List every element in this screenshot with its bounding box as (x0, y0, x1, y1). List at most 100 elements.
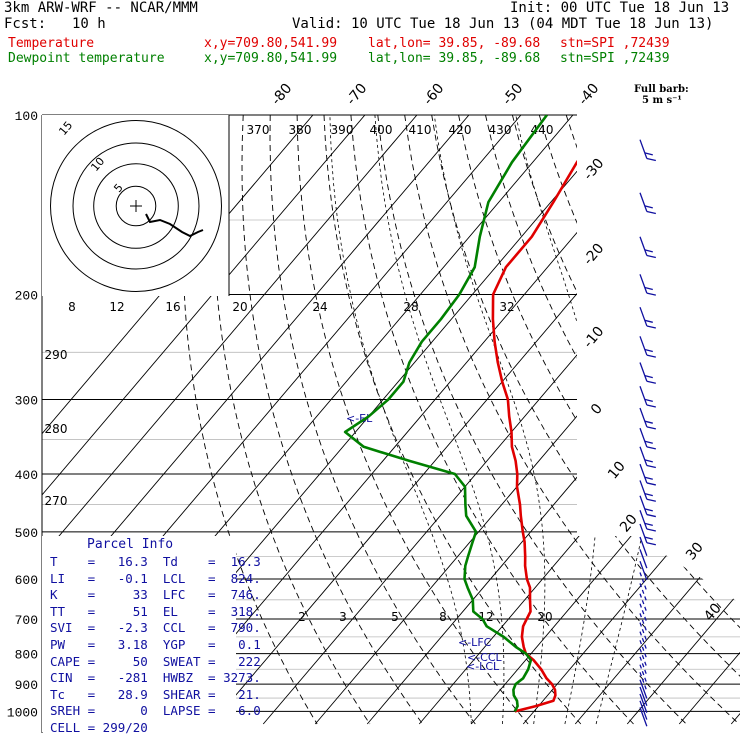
mixing-ratio-label-bot-3: 8 (439, 610, 447, 624)
pressure-label-200: 200 (15, 289, 38, 304)
dry-adiabat-450 (727, 115, 740, 725)
wind-barb-235 (639, 336, 648, 356)
isotherm-20 (522, 115, 740, 725)
dewpoint-profile (343, 115, 548, 713)
isotherm-label--60: -60 (420, 81, 447, 109)
annotation-ccl: <-CCL (467, 651, 503, 664)
dry-adiabat-400 (592, 115, 740, 725)
dew-stn: stn=SPI ,72439 (560, 51, 670, 66)
isotherm--90 (42, 115, 470, 725)
wind-barb-860 (639, 672, 648, 692)
isotherm-40 (626, 115, 740, 725)
isotherm-label-20: 20 (617, 511, 641, 535)
wind-barb-510 (639, 536, 648, 556)
pressure-label-600: 600 (15, 573, 38, 588)
dry-adiabat-300 (323, 115, 582, 725)
moist-adiabat-16 (374, 115, 505, 725)
wind-barb-285 (639, 386, 648, 406)
parcel-row-tt: TT = 51 EL = 318. (50, 603, 261, 619)
isotherm--30 (262, 115, 740, 725)
temp-stn: stn=SPI ,72439 (560, 36, 670, 51)
isotherm-label--30: -30 (580, 156, 607, 184)
wind-barb-135 (639, 192, 648, 212)
wind-barb-flag-110 (646, 157, 656, 162)
wind-barb-flag2-310 (644, 420, 653, 424)
wind-barb-835 (639, 664, 648, 684)
pressure-label-900: 900 (15, 678, 38, 693)
init-time: Init: 00 UTC Tue 18 Jun 13 (510, 0, 730, 16)
wind-barb-flag-285 (646, 404, 656, 408)
wind-barb-flag2-160 (644, 249, 653, 253)
isotherm-label-0: 0 (588, 401, 606, 418)
isotherm-30 (574, 115, 740, 725)
isotherm-label--40: -40 (575, 81, 602, 109)
theta-label-380: 380 (289, 123, 312, 137)
parcel-cell: CELL = 299/20 (50, 720, 148, 735)
wind-barb-flag2-285 (644, 398, 653, 403)
isotherm--110 (42, 115, 366, 725)
dry-adiabat-420 (646, 115, 740, 725)
pressure-label-700: 700 (15, 613, 38, 628)
wind-barb-685 (639, 613, 648, 633)
wind-barb-460 (639, 510, 648, 530)
wind-barb-610 (639, 583, 648, 603)
wind-barb-flag2-385 (644, 476, 653, 480)
wind-barb-785 (639, 648, 648, 668)
wind-barb-flag2-210 (644, 319, 653, 323)
hodograph-trace (145, 213, 204, 238)
wind-barb-flag2-235 (644, 348, 653, 353)
isotherm-0 (418, 115, 740, 725)
wind-barb-flag-210 (646, 325, 656, 329)
isotherm--20 (314, 115, 740, 725)
isotherm-label-10: 10 (605, 458, 629, 482)
wind-barb-160 (639, 236, 648, 256)
isotherm-label--20: -20 (580, 241, 607, 269)
wind-barb-760 (639, 640, 648, 660)
isotherm-label--50: -50 (499, 81, 526, 109)
isotherm-label-40: 40 (701, 600, 725, 624)
dew-latlon: lat,lon= 39.85, -89.68 (368, 51, 541, 66)
pressure-label-500: 500 (15, 526, 38, 541)
mixing-ratio-label-top-5: 28 (403, 300, 418, 314)
theta-label-430: 430 (489, 123, 512, 137)
pressure-label-400: 400 (15, 468, 38, 483)
hodograph-ring-1 (72, 142, 200, 270)
theta-label-280: 280 (45, 422, 68, 436)
wind-barb-635 (639, 593, 648, 613)
wind-barb-535 (639, 549, 648, 569)
pressure-label-1000: 1000 (7, 705, 38, 720)
mixing-ratio-label-bot-2: 5 (391, 610, 399, 624)
wind-barb-935 (639, 693, 648, 713)
dry-adiabat-430 (673, 115, 740, 725)
wind-barb-210 (639, 306, 648, 327)
wind-barb-flag2-460 (644, 522, 653, 527)
pressure-label-800: 800 (15, 648, 38, 663)
theta-label-410: 410 (409, 123, 432, 137)
annotation-el: <-EL (346, 412, 373, 425)
wind-barb-flag2-185 (644, 286, 653, 291)
parcel-row-cin: CIN = -281 HWBZ = 3273. (50, 670, 261, 686)
isotherm-label--80: -80 (268, 81, 295, 109)
wind-barb-flag2-335 (644, 440, 653, 444)
wind-barb-560 (639, 560, 648, 581)
wind-barb-flag2-260 (644, 375, 653, 379)
parcel-row-li: LI = -0.1 LCL = 824. (50, 570, 261, 586)
wind-barb-flag-485 (646, 542, 656, 546)
isotherm-60 (730, 115, 740, 725)
temp-latlon: lat,lon= 39.85, -89.68 (368, 36, 541, 51)
theta-label-270: 270 (45, 494, 68, 508)
wind-barb-flag2-360 (644, 459, 653, 463)
temperature-profile (491, 115, 611, 713)
wind-barb-485 (639, 523, 648, 543)
wind-barb-310 (639, 407, 648, 428)
barb-legend-units: 5 m s⁻¹ (642, 95, 682, 106)
isotherm--10 (366, 115, 740, 725)
wind-barb-flag-335 (646, 446, 656, 450)
wind-barb-585 (639, 572, 648, 592)
moist-adiabat-34 (595, 115, 671, 725)
fcst-value: 10 h (72, 16, 106, 32)
mixing-ratio-label-top-0: 8 (68, 300, 76, 314)
dry-adiabat-330 (404, 115, 740, 725)
temp-xy: x,y=709.80,541.99 (204, 36, 338, 51)
